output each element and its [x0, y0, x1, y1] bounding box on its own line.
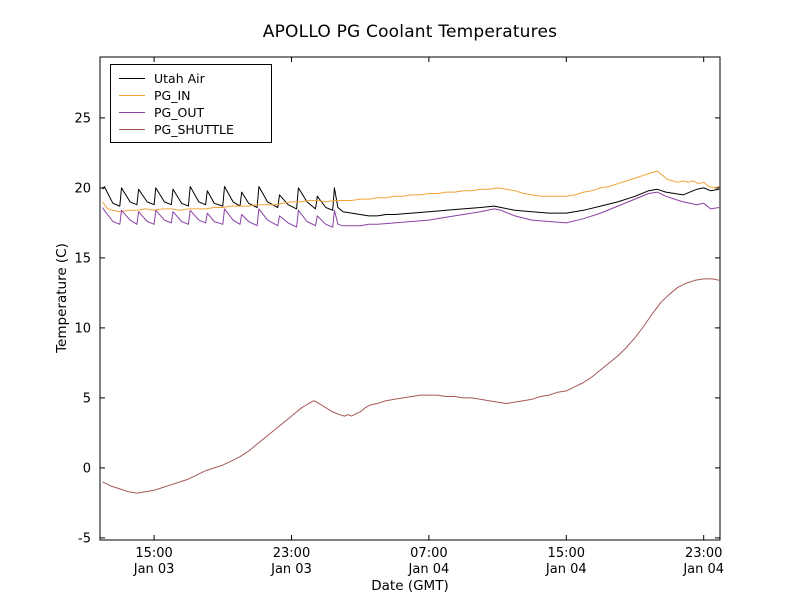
x-tick-label: 15:00: [135, 546, 172, 561]
legend-item: PG_OUT: [119, 104, 263, 121]
legend-label: PG_SHUTTLE: [154, 122, 234, 137]
y-tick-label: -5: [78, 531, 91, 546]
x-tick-label: 15:00: [548, 546, 585, 561]
y-tick-label: 15: [74, 251, 91, 266]
y-tick-label: 0: [83, 461, 91, 476]
legend-line-sample: [119, 95, 145, 96]
x-tick-sublabel: Jan 04: [408, 562, 450, 577]
x-tick-label: 07:00: [410, 546, 447, 561]
legend-line-sample: [119, 129, 145, 130]
series-line-pg-shuttle: [102, 278, 720, 494]
y-tick-label: 25: [74, 111, 91, 126]
legend-item: PG_SHUTTLE: [119, 121, 263, 138]
chart-title: APOLLO PG Coolant Temperatures: [262, 22, 558, 42]
y-tick-label: 10: [74, 321, 91, 336]
x-tick-sublabel: Jan 03: [133, 562, 175, 577]
series-line-pg-in: [102, 170, 720, 213]
legend-item: Utah Air: [119, 70, 263, 87]
plot-border: [99, 56, 721, 541]
legend-label: PG_OUT: [154, 105, 205, 120]
legend-line-sample: [119, 78, 145, 79]
legend-line-sample: [119, 112, 145, 113]
y-tick-label: 5: [83, 391, 91, 406]
y-tick-label: 20: [74, 181, 91, 196]
x-tick-label: 23:00: [273, 546, 310, 561]
legend-label: PG_IN: [154, 88, 191, 103]
x-tick-sublabel: Jan 04: [545, 562, 587, 577]
x-tick-sublabel: Jan 03: [270, 562, 312, 577]
x-tick-label: 23:00: [685, 546, 722, 561]
series-line-utah-air: [102, 186, 720, 217]
x-tick-sublabel: Jan 04: [682, 562, 724, 577]
x-axis-label: Date (GMT): [371, 578, 449, 594]
legend-label: Utah Air: [154, 71, 205, 86]
series-line-pg-out: [102, 191, 720, 228]
legend-item: PG_IN: [119, 87, 263, 104]
legend: Utah Air PG_IN PG_OUT PG_SHUTTLE: [110, 64, 272, 143]
